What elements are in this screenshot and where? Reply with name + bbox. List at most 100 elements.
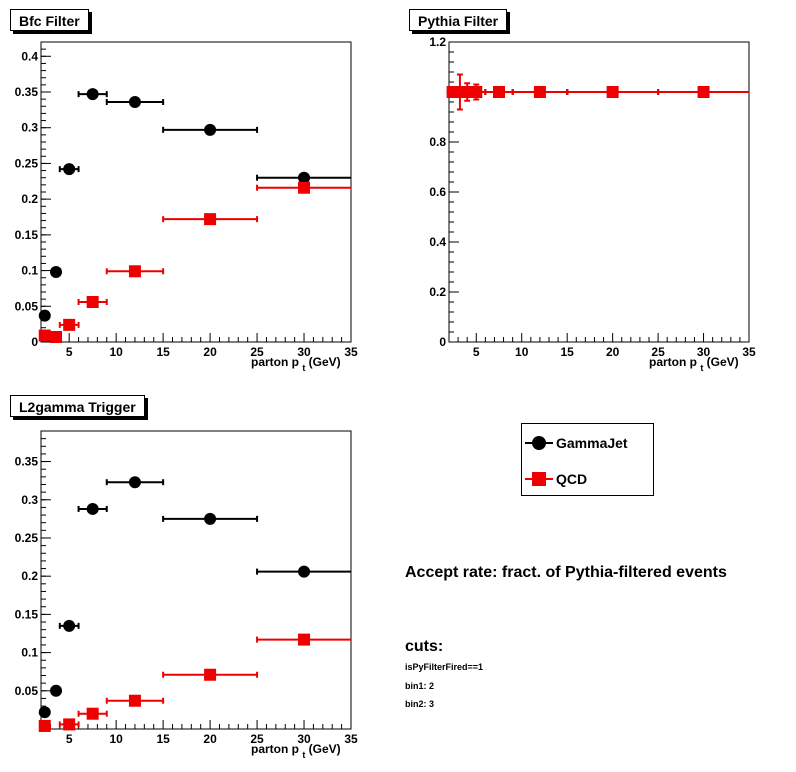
bfc-qcd-point bbox=[86, 296, 99, 308]
pythia-qcd-point bbox=[470, 86, 483, 98]
pythia-gammajet-point bbox=[606, 86, 619, 98]
l2-x-tick-label: 35 bbox=[344, 732, 358, 746]
l2-x-tick-label: 15 bbox=[156, 732, 170, 746]
bfc-x-axis-label: parton p t (GeV) bbox=[251, 355, 341, 373]
bfc-x-tick-label: 25 bbox=[250, 345, 264, 359]
pythia-x-tick-label: 5 bbox=[473, 345, 480, 359]
pythia-gammajet-point bbox=[533, 86, 546, 98]
l2-x-tick-label: 25 bbox=[250, 732, 264, 746]
pythia-y-tick-label: 0.4 bbox=[429, 235, 446, 249]
bfc-qcd-point bbox=[204, 213, 217, 226]
pythia-frame bbox=[448, 41, 750, 343]
l2-gammajet-point bbox=[204, 512, 217, 525]
legend-qcd-marker bbox=[525, 472, 553, 486]
l2-y-tick-label: 0.35 bbox=[15, 455, 39, 469]
legend-gammajet-label: GammaJet bbox=[556, 435, 628, 451]
l2-x-axis-label: parton p t (GeV) bbox=[251, 742, 341, 760]
bfc-qcd-point bbox=[38, 329, 51, 342]
pythia-x-tick-label: 15 bbox=[561, 345, 575, 359]
cut-line-3: bin2: 3 bbox=[405, 699, 435, 709]
l2-x-tick-label: 30 bbox=[297, 732, 311, 746]
legend-entry-qcd: QCD bbox=[522, 464, 653, 494]
l2-y-tick-label: 0.1 bbox=[21, 646, 38, 660]
l2-gammajet-point bbox=[63, 619, 76, 632]
l2-gammajet-point bbox=[50, 684, 63, 697]
legend-entry-gammajet: GammaJet bbox=[522, 428, 653, 458]
pythia-y-tick-label: 0 bbox=[439, 335, 446, 349]
pythia-qcd-point bbox=[453, 86, 466, 98]
l2-gammajet-point bbox=[38, 706, 51, 719]
l2-qcd-point bbox=[86, 707, 99, 720]
pythia-y-tick-label: 0.8 bbox=[429, 135, 446, 149]
bfc-filter-title: Bfc Filter bbox=[10, 9, 89, 31]
pythia-y-tick-label: 0.6 bbox=[429, 185, 446, 199]
bfc-x-tick-label: 15 bbox=[156, 345, 170, 359]
accept-rate-note: Accept rate: fract. of Pythia-filtered e… bbox=[405, 564, 727, 581]
l2gamma-trigger-title: L2gamma Trigger bbox=[10, 395, 145, 417]
bfc-y-tick-label: 0 bbox=[31, 335, 38, 349]
pythia-qcd-point bbox=[606, 86, 619, 98]
pythia-y-tick-label: 0.2 bbox=[429, 285, 446, 299]
bfc-qcd-point bbox=[298, 181, 311, 194]
l2-y-tick-label: 0.3 bbox=[21, 493, 38, 507]
pythia-gammajet-point bbox=[446, 86, 459, 98]
bfc-frame bbox=[40, 41, 352, 343]
pythia-x-tick-label: 20 bbox=[606, 345, 620, 359]
pythia-x-axis-label: parton p t (GeV) bbox=[649, 355, 739, 373]
bfc-y-tick-label: 0.05 bbox=[15, 299, 39, 313]
bfc-y-tick-label: 0.3 bbox=[21, 121, 38, 135]
bfc-gammajet-point bbox=[298, 171, 311, 184]
pythia-gammajet-point bbox=[453, 86, 466, 98]
l2-gammajet-point bbox=[128, 476, 141, 489]
legend-qcd-label: QCD bbox=[556, 471, 588, 487]
pythia-gammajet-point bbox=[493, 86, 505, 98]
bfc-gammajet-point bbox=[128, 96, 141, 108]
pythia-y-tick-label: 1.2 bbox=[429, 35, 446, 49]
pythia-qcd-point bbox=[446, 86, 459, 98]
l2-frame bbox=[40, 430, 352, 730]
l2-y-tick-label: 0.25 bbox=[15, 531, 39, 545]
bfc-gammajet-point bbox=[38, 309, 51, 322]
bfc-qcd-point bbox=[63, 318, 76, 331]
pythia-qcd-point bbox=[533, 86, 546, 98]
pythia-x-tick-label: 25 bbox=[651, 345, 665, 359]
bfc-y-tick-label: 0.25 bbox=[15, 156, 39, 170]
l2-gammajet-point bbox=[298, 565, 311, 578]
pythia-gammajet-point bbox=[470, 86, 483, 98]
l2-qcd-point bbox=[128, 694, 141, 707]
bfc-gammajet-point bbox=[204, 123, 217, 136]
pythia-gammajet-point bbox=[461, 86, 474, 98]
legend: GammaJet QCD bbox=[521, 423, 654, 496]
pythia-qcd-point bbox=[461, 86, 474, 98]
bfc-y-tick-label: 0.1 bbox=[21, 264, 38, 278]
bfc-gammajet-point bbox=[50, 266, 63, 278]
l2-x-tick-label: 20 bbox=[203, 732, 217, 746]
l2-x-tick-label: 10 bbox=[109, 732, 123, 746]
bfc-y-tick-label: 0.4 bbox=[21, 49, 38, 63]
pythia-filter-title: Pythia Filter bbox=[409, 9, 508, 31]
l2-qcd-point bbox=[63, 718, 76, 731]
pythia-qcd-point bbox=[697, 86, 710, 98]
bfc-x-tick-label: 20 bbox=[203, 345, 217, 359]
bfc-gammajet-point bbox=[86, 88, 99, 101]
pythia-gammajet-point bbox=[697, 86, 710, 98]
l2-y-tick-label: 0.2 bbox=[21, 569, 38, 583]
bfc-qcd-point bbox=[50, 331, 63, 343]
bfc-gammajet-point bbox=[63, 163, 76, 176]
l2-y-tick-label: 0.05 bbox=[15, 684, 39, 698]
l2-gammajet-point bbox=[86, 502, 99, 515]
bfc-x-tick-label: 10 bbox=[109, 345, 123, 359]
l2-y-tick-label: 0.15 bbox=[15, 607, 39, 621]
bfc-x-tick-label: 5 bbox=[66, 345, 73, 359]
bfc-x-tick-label: 35 bbox=[344, 345, 358, 359]
legend-gammajet-marker bbox=[525, 436, 553, 450]
bfc-y-tick-label: 0.35 bbox=[15, 85, 39, 99]
cut-line-2: bin1: 2 bbox=[405, 681, 435, 691]
l2-qcd-point bbox=[38, 719, 51, 732]
l2-qcd-point bbox=[298, 633, 311, 646]
l2-qcd-point bbox=[204, 668, 217, 681]
cut-line-1: isPyFilterFired==1 bbox=[405, 662, 484, 672]
